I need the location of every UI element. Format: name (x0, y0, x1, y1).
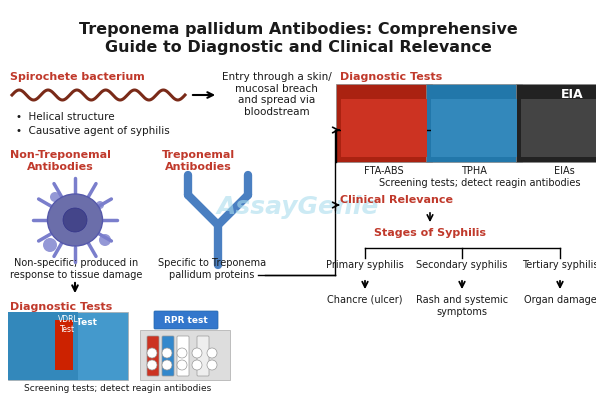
Text: Non-specific; produced in
response to tissue damage: Non-specific; produced in response to ti… (10, 258, 142, 280)
Text: Spirochete bacterium: Spirochete bacterium (10, 72, 145, 82)
Text: VDRL
Test: VDRL Test (58, 315, 79, 334)
Text: Clinical Relevance: Clinical Relevance (340, 195, 453, 205)
Text: EIAs: EIAs (554, 166, 575, 176)
Text: Treponema pallidum Antibodies: Comprehensive: Treponema pallidum Antibodies: Comprehen… (79, 22, 517, 37)
FancyBboxPatch shape (516, 84, 596, 162)
Text: Tertiary syphilis: Tertiary syphilis (522, 260, 596, 270)
Circle shape (162, 360, 172, 370)
Text: •  Helical structure: • Helical structure (16, 112, 114, 122)
Text: Rash and systemic
symptoms: Rash and systemic symptoms (416, 295, 508, 317)
Circle shape (162, 348, 172, 358)
Circle shape (43, 238, 57, 252)
Text: Secondary syphilis: Secondary syphilis (417, 260, 508, 270)
Text: Stages of Syphilis: Stages of Syphilis (374, 228, 486, 238)
FancyBboxPatch shape (140, 330, 230, 380)
Text: Specific to Treponema
pallidum proteins: Specific to Treponema pallidum proteins (158, 258, 266, 280)
Text: VDRL - Test: VDRL - Test (39, 318, 97, 327)
Text: TPHA: TPHA (461, 166, 487, 176)
Text: Guide to Diagnostic and Clinical Relevance: Guide to Diagnostic and Clinical Relevan… (104, 40, 492, 55)
Text: FTA-ABS: FTA-ABS (364, 166, 404, 176)
Circle shape (177, 360, 187, 370)
FancyBboxPatch shape (154, 311, 218, 329)
FancyBboxPatch shape (197, 336, 209, 376)
FancyBboxPatch shape (336, 84, 432, 162)
FancyBboxPatch shape (177, 336, 189, 376)
Circle shape (50, 192, 60, 202)
Text: •  Causative agent of syphilis: • Causative agent of syphilis (16, 126, 170, 136)
Circle shape (147, 348, 157, 358)
Text: Screening tests; detect reagin antibodies: Screening tests; detect reagin antibodie… (24, 384, 212, 393)
Circle shape (96, 201, 104, 209)
Text: Treponemal
Antibodies: Treponemal Antibodies (162, 150, 235, 172)
Text: RPR test: RPR test (164, 316, 208, 325)
Circle shape (99, 234, 111, 246)
Text: Organ damage: Organ damage (524, 295, 596, 305)
Text: EIA: EIA (561, 88, 583, 101)
Text: Diagnostic Tests: Diagnostic Tests (10, 302, 112, 312)
FancyBboxPatch shape (341, 99, 427, 157)
FancyBboxPatch shape (147, 336, 159, 376)
Text: Non-Treponemal
Antibodies: Non-Treponemal Antibodies (10, 150, 111, 172)
Circle shape (207, 360, 217, 370)
FancyBboxPatch shape (521, 99, 596, 157)
Ellipse shape (63, 208, 87, 232)
FancyBboxPatch shape (8, 312, 128, 380)
Text: Entry through a skin/
mucosal breach
and spread via
bloodstream: Entry through a skin/ mucosal breach and… (222, 72, 332, 117)
FancyBboxPatch shape (426, 84, 522, 162)
Text: Primary syphilis: Primary syphilis (326, 260, 404, 270)
FancyBboxPatch shape (162, 336, 174, 376)
Text: Diagnostic Tests: Diagnostic Tests (340, 72, 442, 82)
FancyBboxPatch shape (431, 99, 517, 157)
Circle shape (177, 348, 187, 358)
Ellipse shape (48, 194, 103, 246)
FancyBboxPatch shape (8, 312, 78, 380)
Circle shape (207, 348, 217, 358)
Circle shape (192, 348, 202, 358)
Text: AssayGenie: AssayGenie (217, 195, 379, 219)
Text: Chancre (ulcer): Chancre (ulcer) (327, 295, 403, 305)
FancyBboxPatch shape (55, 320, 73, 370)
Text: Screening tests; detect reagin antibodies: Screening tests; detect reagin antibodie… (379, 178, 581, 188)
Circle shape (192, 360, 202, 370)
Circle shape (147, 360, 157, 370)
